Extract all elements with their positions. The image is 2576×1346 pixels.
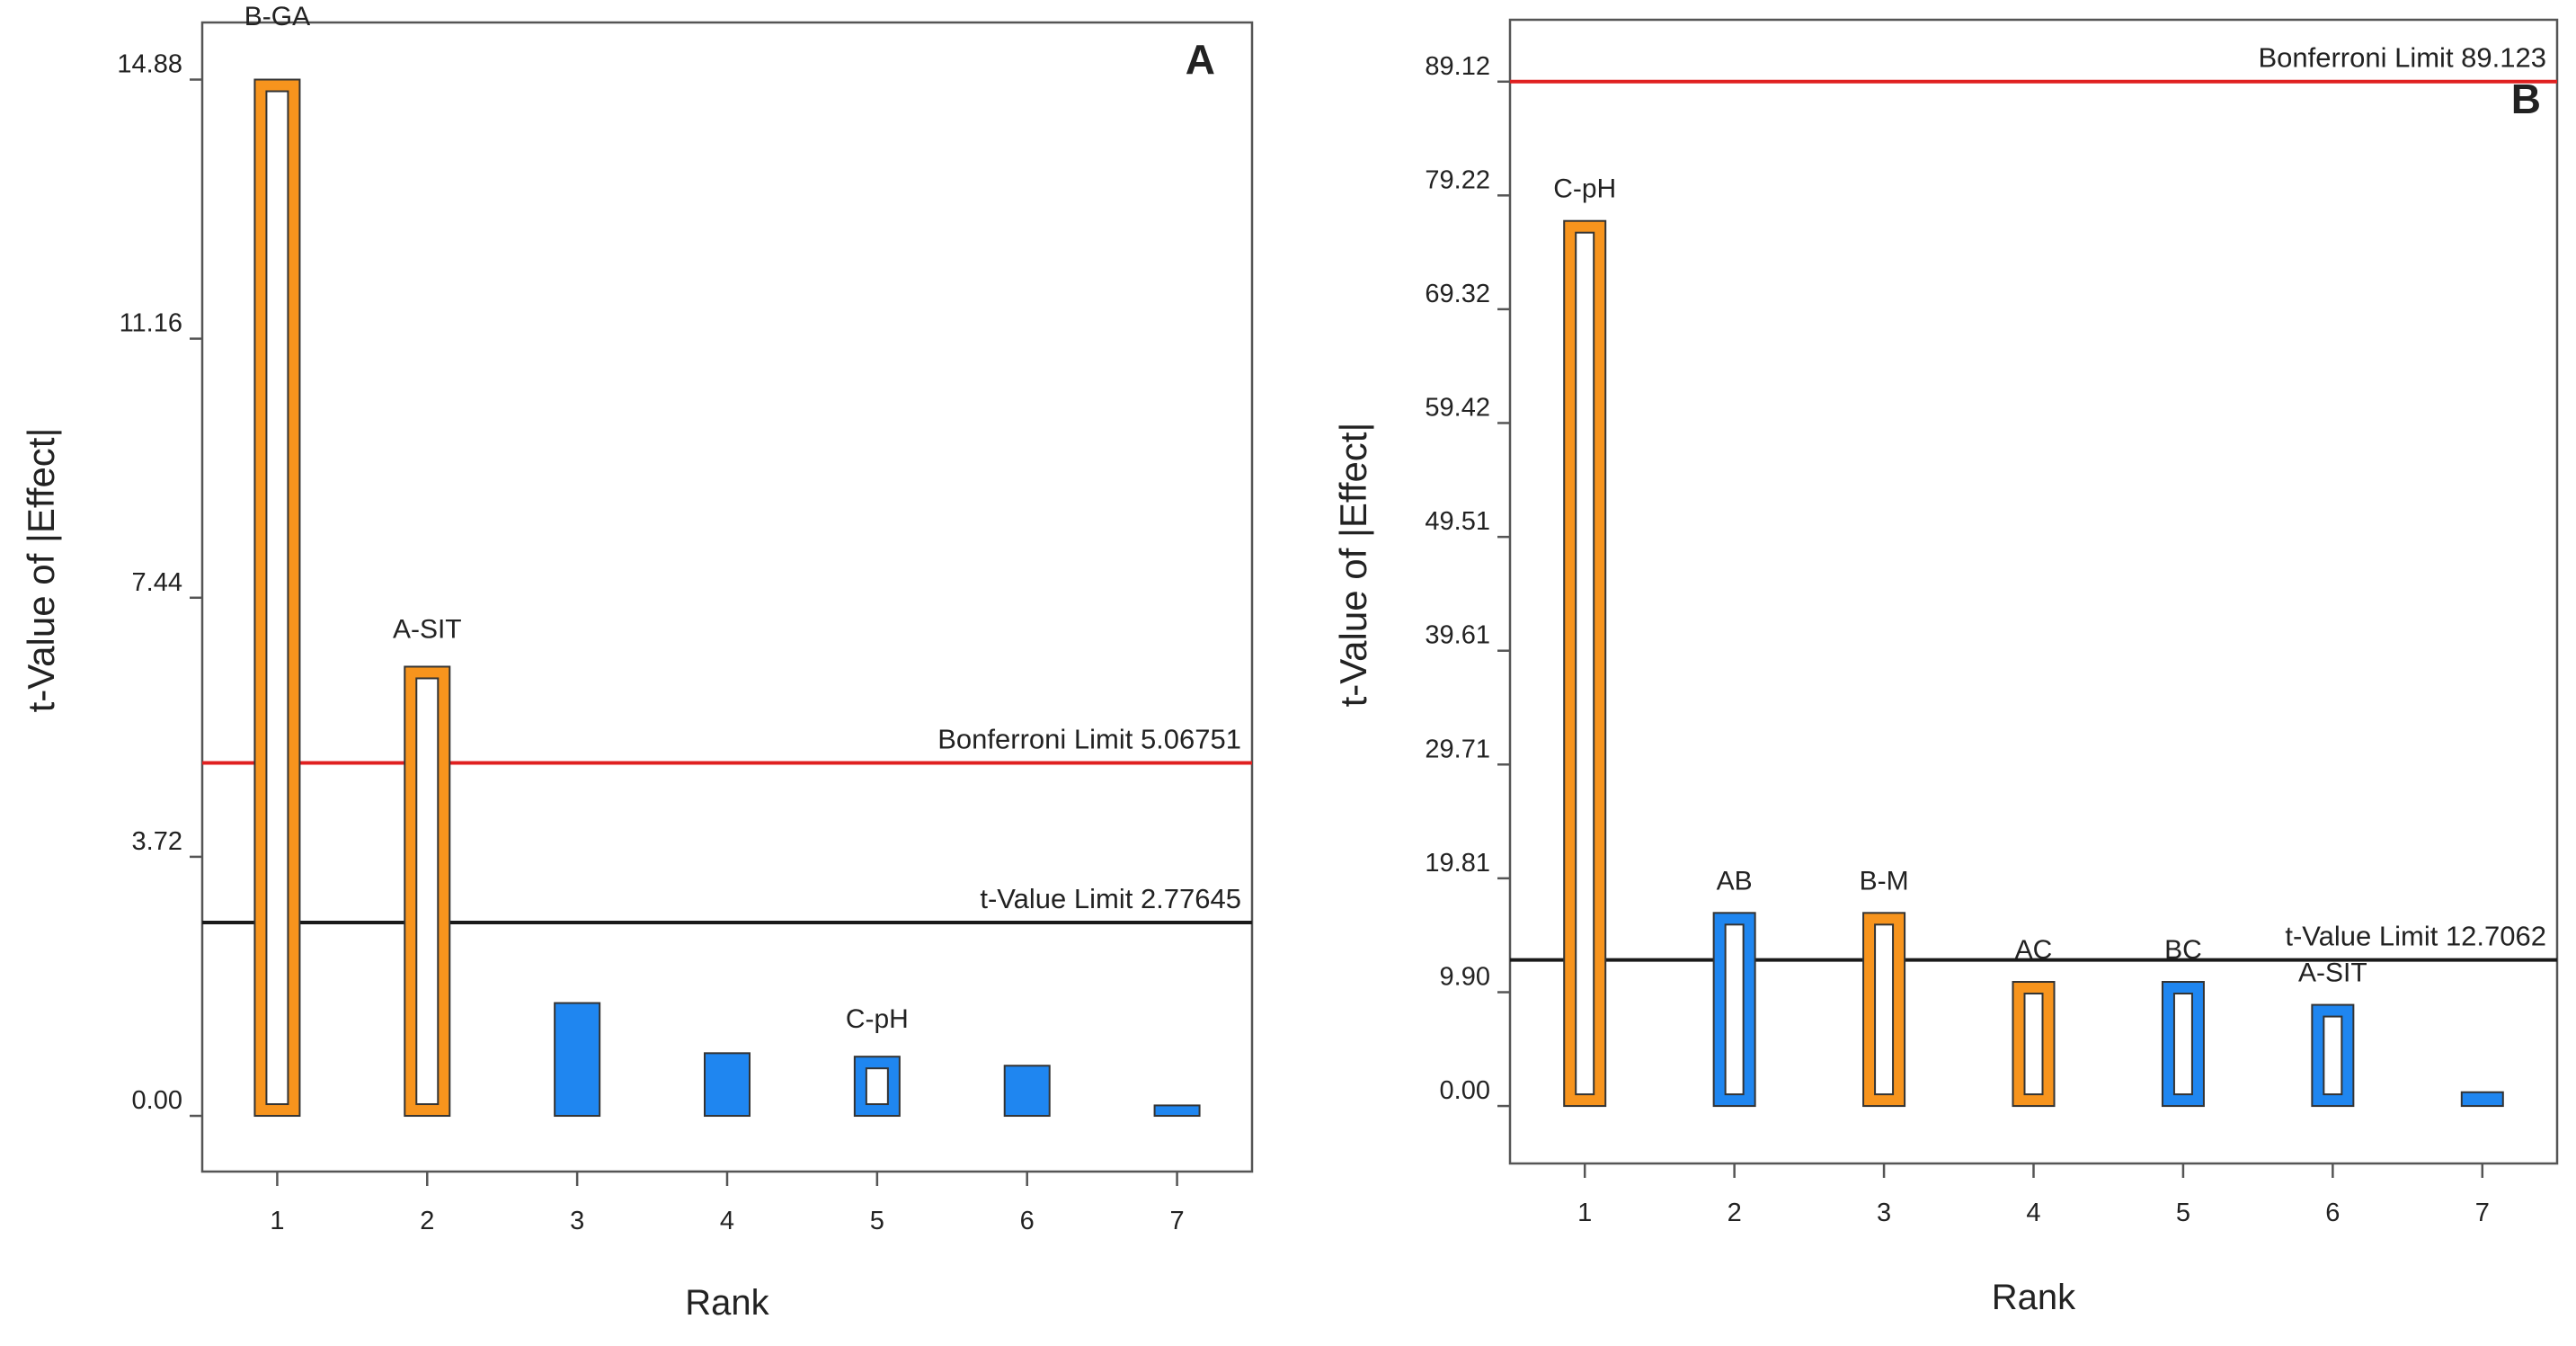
x-tick-label: 4: [2026, 1199, 2040, 1227]
y-tick-label: 89.12: [1425, 52, 1490, 81]
y-tick-label: 3.72: [132, 827, 182, 856]
y-tick-label: 59.42: [1425, 393, 1490, 422]
bar-inner-rank-6: [2323, 1015, 2343, 1096]
y-axis-title: t-Value of |Effect|: [1332, 423, 1374, 708]
y-tick-label: 39.61: [1425, 621, 1490, 650]
x-tick-label: 1: [1577, 1199, 1592, 1227]
y-tick-label: 9.90: [1440, 963, 1490, 992]
y-tick-label: 14.88: [117, 50, 182, 79]
y-tick-label: 19.81: [1425, 849, 1490, 878]
x-tick-label: 2: [1728, 1199, 1742, 1227]
bar-label: AC: [2015, 935, 2053, 965]
bar-inner-rank-1: [265, 90, 289, 1106]
t-value-limit-label: t-Value Limit 2.77645: [980, 883, 1241, 914]
bar-rank-3: [554, 1002, 601, 1118]
bar-label: BC: [2164, 935, 2202, 965]
chart-panel-b: 0.00 9.90 19.81 29.71 39.61 49.51 59.42 69.32 79…: [1332, 18, 2559, 1317]
x-tick-label: 7: [2475, 1199, 2490, 1227]
y-tick-label: 11.16: [120, 309, 182, 338]
y-tick-label: 29.71: [1425, 735, 1490, 763]
bar-inner-rank-2: [415, 677, 440, 1106]
y-tick-label: 0.00: [1440, 1076, 1490, 1105]
x-tick-label: 4: [720, 1207, 734, 1235]
t-value-limit-label: t-Value Limit 12.7062: [2285, 921, 2546, 952]
panel-letter: A: [1186, 36, 1215, 83]
y-tick-label: 7.44: [132, 568, 182, 597]
bar-inner-rank-2: [1724, 923, 1745, 1096]
x-axis-title: Rank: [685, 1283, 769, 1323]
bar-label: C-pH: [846, 1004, 909, 1034]
y-tick-label: 69.32: [1425, 280, 1490, 308]
bonferroni-limit-label: Bonferroni Limit 5.06751: [937, 724, 1241, 755]
bar-inner-rank-3: [1874, 923, 1895, 1096]
x-tick-label: 7: [1170, 1207, 1185, 1235]
x-tick-label: 2: [420, 1207, 434, 1235]
x-tick-label: 3: [570, 1207, 584, 1235]
x-tick-label: 5: [870, 1207, 884, 1235]
x-tick-label: 1: [270, 1207, 284, 1235]
chart-panel-a: 0.00 3.72 7.44 11.16 14.88 1 2 3 4 5 6 7 Rank t-Value…: [20, 2, 1254, 1323]
x-axis-title: Rank: [1992, 1278, 2076, 1317]
bar-rank-7: [2460, 1091, 2504, 1108]
y-tick-label: 49.51: [1425, 507, 1490, 536]
bonferroni-limit-label: Bonferroni Limit 89.123: [2258, 42, 2546, 74]
bar-label: B-M: [1860, 866, 1909, 896]
bar-label: AB: [1717, 866, 1753, 896]
bar-rank-4: [704, 1052, 751, 1118]
y-axis-title: t-Value of |Effect|: [20, 428, 62, 713]
bar-label: B-GA: [244, 2, 310, 31]
x-tick-label: 3: [1877, 1199, 1891, 1227]
bar-inner-rank-5: [2172, 993, 2193, 1096]
y-tick-label: 0.00: [132, 1086, 182, 1115]
bar-rank-7: [1153, 1104, 1201, 1118]
bar-inner-rank-4: [2023, 993, 2044, 1096]
bar-label: A-SIT: [393, 614, 462, 644]
x-tick-label: 6: [2325, 1199, 2340, 1227]
x-tick-label: 5: [2176, 1199, 2190, 1227]
bar-label: A-SIT: [2298, 958, 2367, 988]
bar-rank-6: [1003, 1065, 1051, 1118]
bar-inner-rank-5: [865, 1067, 889, 1106]
bar-inner-rank-1: [1575, 231, 1595, 1096]
x-tick-label: 6: [1020, 1207, 1035, 1235]
y-tick-label: 79.22: [1425, 165, 1490, 194]
bar-label: C-pH: [1553, 174, 1616, 204]
